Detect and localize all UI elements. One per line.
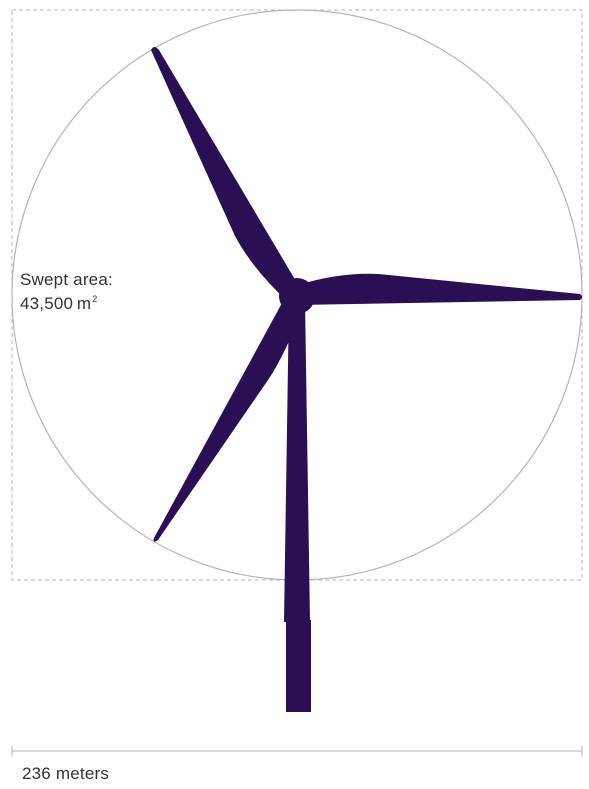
swept-area-unit: m [76, 294, 92, 313]
turbine-tower [284, 300, 311, 712]
dimension-line [11, 746, 583, 756]
turbine-hub [279, 278, 315, 314]
swept-area-label: Swept area: 43,500 m2 [20, 268, 113, 316]
rotor-diameter-label: 236 meters [22, 764, 110, 783]
blade-right [298, 273, 582, 305]
turbine-blades [151, 47, 582, 542]
swept-area-unit-exponent: 2 [92, 294, 98, 305]
swept-area-value: 43,500 [20, 294, 74, 313]
blade-lower [153, 292, 305, 542]
blade-upper [151, 47, 300, 300]
swept-area-value-line: 43,500 m2 [20, 292, 113, 316]
swept-area-title: Swept area: [20, 270, 113, 289]
